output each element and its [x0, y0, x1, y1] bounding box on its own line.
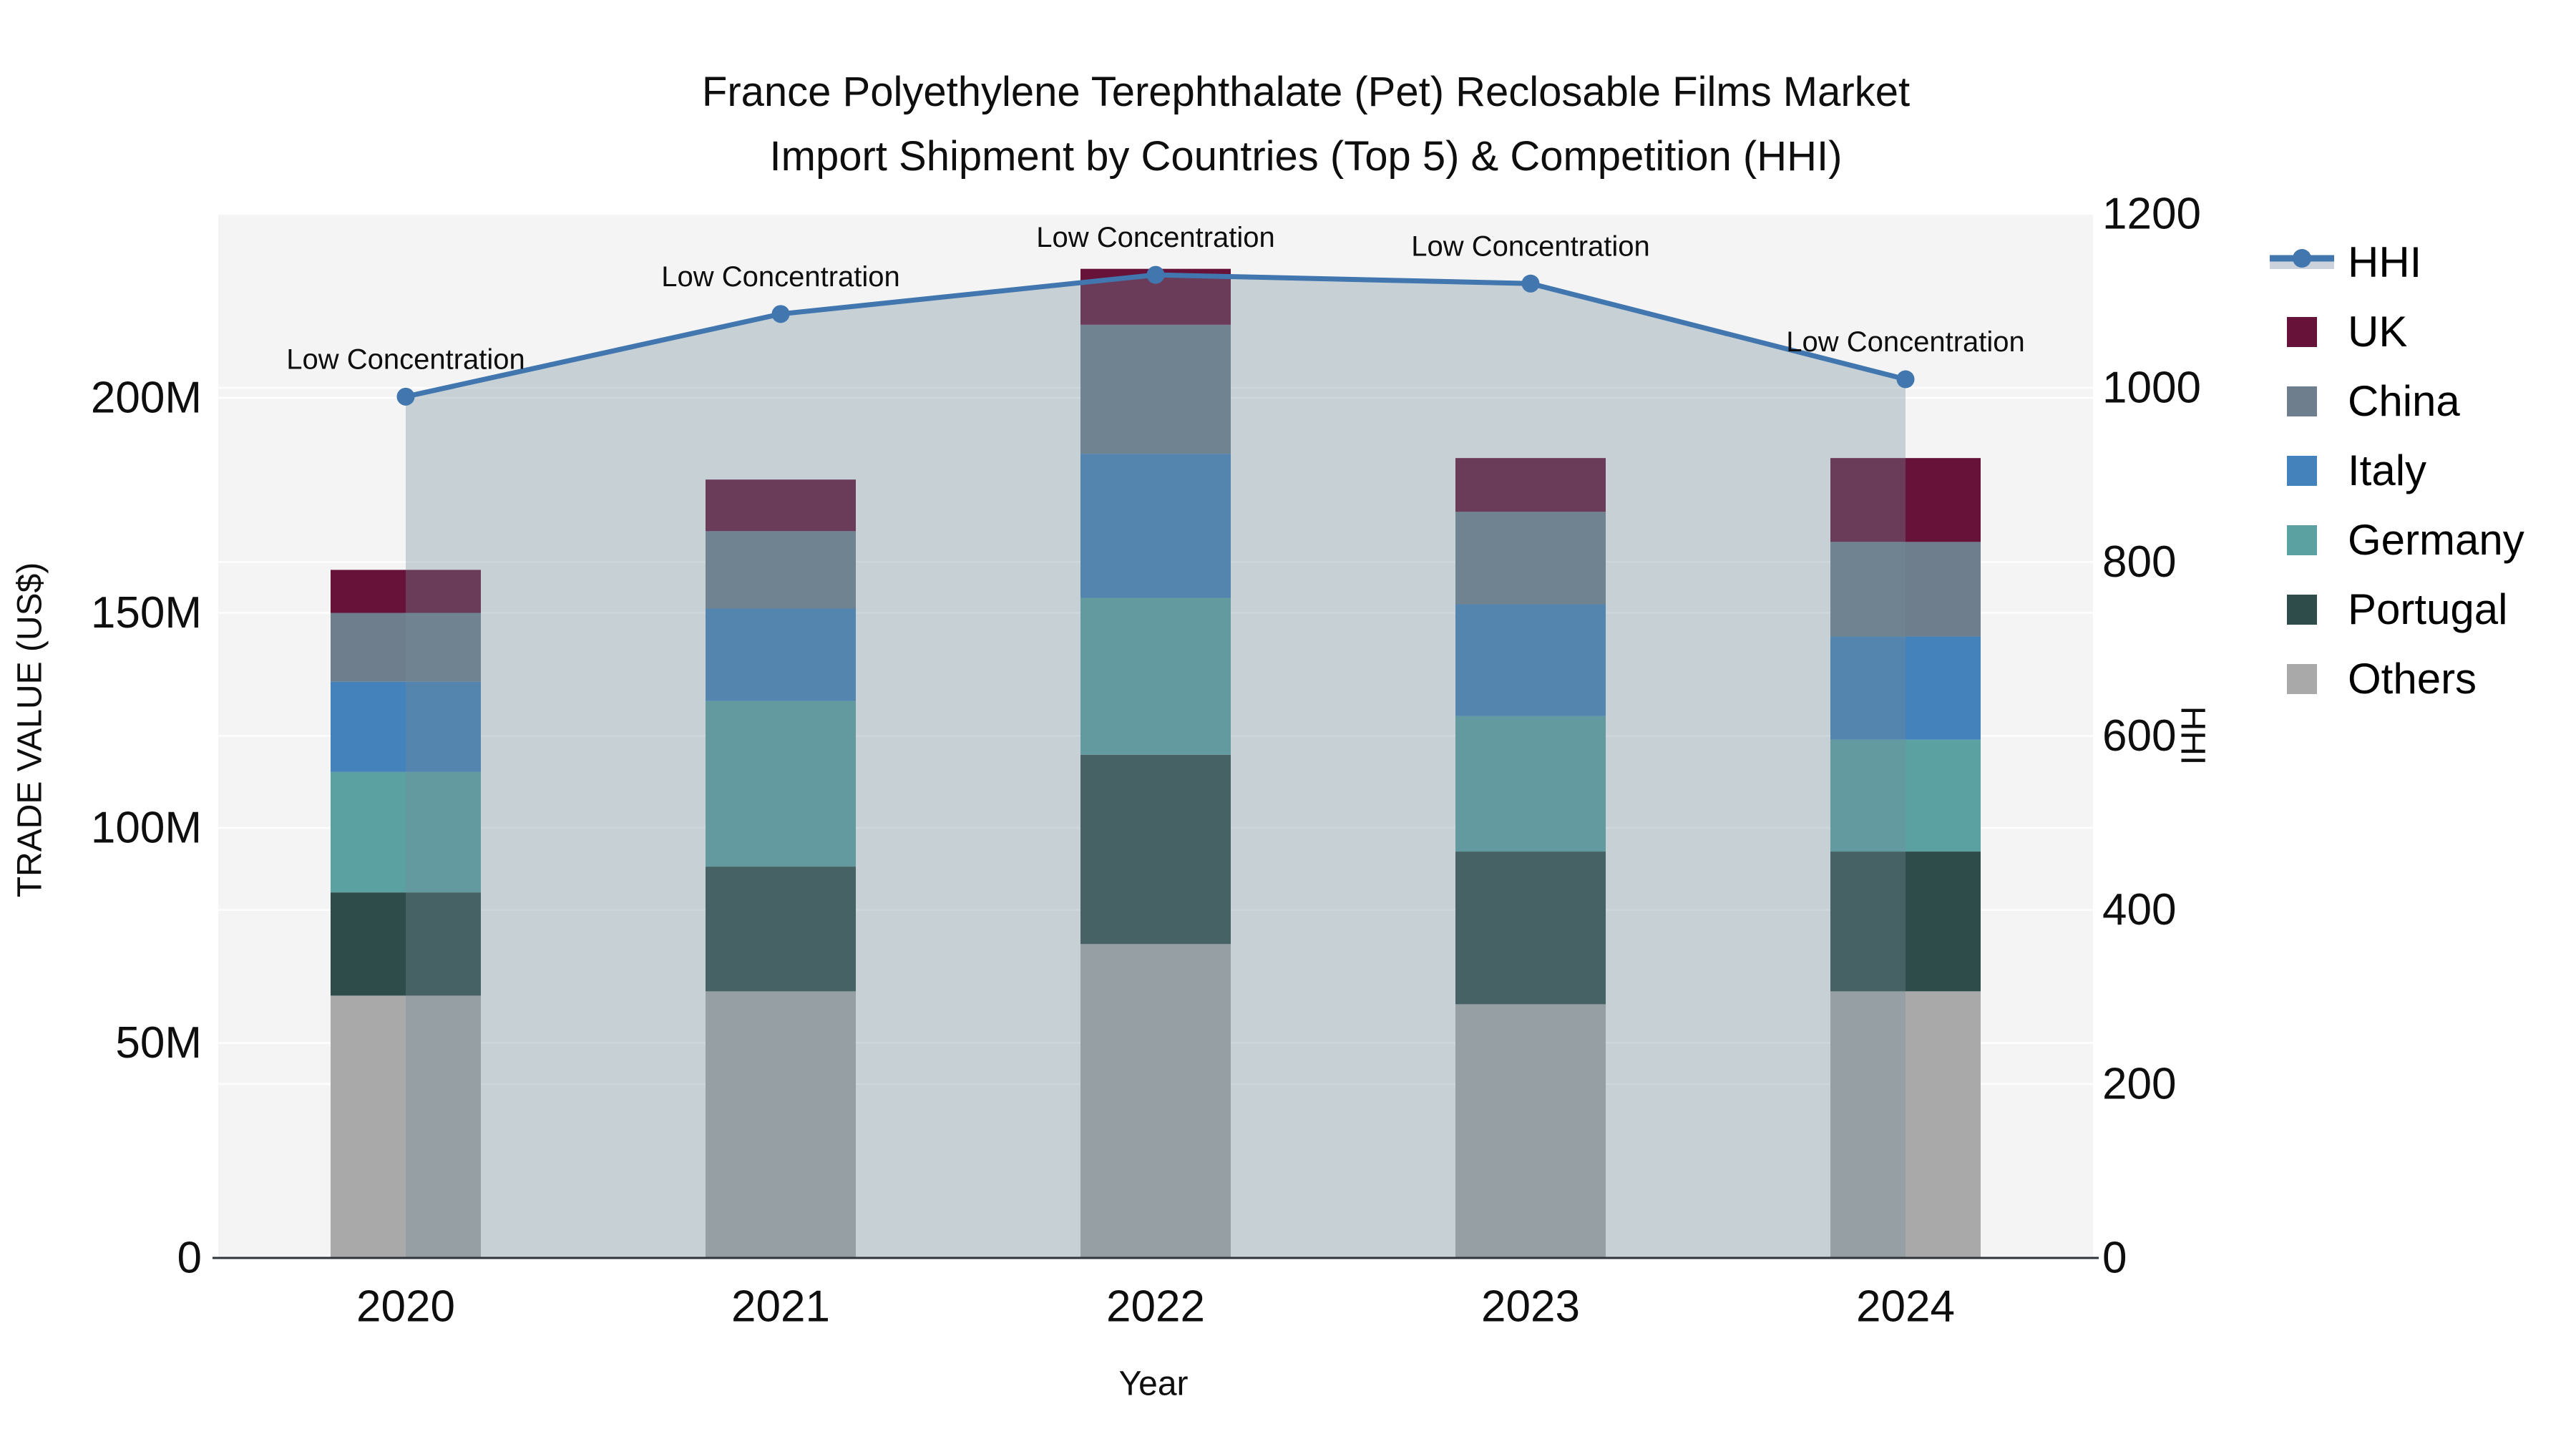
y-left-tick-200M: 200M — [91, 374, 202, 423]
bar-segment-others-2024[interactable] — [1830, 991, 1981, 1258]
hhi-marker-2020[interactable] — [396, 387, 415, 406]
bar-segment-italy-2021[interactable] — [706, 608, 856, 701]
x-axis-title: Year — [1118, 1365, 1189, 1403]
y-right-tick-400: 400 — [2102, 885, 2176, 935]
hhi-marker-2024[interactable] — [1896, 370, 1915, 389]
legend-swatch-uk — [2287, 316, 2317, 347]
legend-hhi-line-sample — [2270, 248, 2334, 269]
legend-swatch-germany — [2287, 525, 2317, 555]
bar-segment-germany-2021[interactable] — [706, 701, 856, 867]
bar-segment-others-2020[interactable] — [331, 995, 481, 1258]
chart-title: France Polyethylene Terephthalate (Pet) … — [0, 60, 2576, 189]
bar-segment-italy-2024[interactable] — [1830, 636, 1981, 740]
legend-label-uk: UK — [2348, 308, 2408, 356]
chart-title-line2: Import Shipment by Countries (Top 5) & C… — [769, 133, 1843, 180]
y-left-tick-50M: 50M — [115, 1018, 202, 1068]
legend-swatch-china — [2287, 386, 2317, 416]
bar-segment-china-2022[interactable] — [1080, 324, 1231, 454]
bar-segment-portugal-2024[interactable] — [1830, 852, 1981, 992]
bar-segment-portugal-2021[interactable] — [706, 867, 856, 992]
legend-label-others: Others — [2348, 655, 2477, 703]
x-tick-2021: 2021 — [731, 1282, 830, 1332]
annotation-low-concentration-2021: Low Concentration — [661, 261, 900, 293]
x-tick-2023: 2023 — [1481, 1282, 1580, 1332]
y-right-tick-600: 600 — [2102, 711, 2176, 761]
bar-segment-italy-2022[interactable] — [1080, 454, 1231, 598]
bar-segment-uk-2021[interactable] — [706, 479, 856, 532]
annotation-low-concentration-2022: Low Concentration — [1036, 222, 1275, 253]
bar-segment-others-2021[interactable] — [706, 991, 856, 1258]
legend-item-others[interactable]: Others — [2270, 644, 2524, 713]
legend-label-germany: Germany — [2348, 516, 2524, 564]
bar-segment-portugal-2022[interactable] — [1080, 754, 1231, 945]
hhi-marker-2021[interactable] — [771, 305, 790, 323]
annotation-low-concentration-2023: Low Concentration — [1411, 230, 1650, 262]
legend-item-hhi[interactable]: HHI — [2270, 228, 2524, 297]
bar-segment-germany-2020[interactable] — [331, 771, 481, 893]
x-tick-2020: 2020 — [356, 1282, 455, 1332]
bar-segment-germany-2023[interactable] — [1455, 716, 1606, 852]
bar-segment-others-2022[interactable] — [1080, 944, 1231, 1258]
bar-segment-portugal-2023[interactable] — [1455, 852, 1606, 1005]
bar-segment-germany-2022[interactable] — [1080, 597, 1231, 755]
legend-swatch-others — [2287, 663, 2317, 694]
bar-segment-uk-2023[interactable] — [1455, 458, 1606, 512]
legend-item-germany[interactable]: Germany — [2270, 505, 2524, 575]
x-tick-2022: 2022 — [1106, 1282, 1205, 1332]
legend-swatch-italy — [2287, 455, 2317, 486]
legend-label-hhi: HHI — [2348, 238, 2422, 286]
legend-item-china[interactable]: China — [2270, 366, 2524, 436]
bar-segment-china-2024[interactable] — [1830, 542, 1981, 637]
y-right-tick-0: 0 — [2102, 1234, 2127, 1283]
hhi-marker-2022[interactable] — [1146, 265, 1165, 284]
y-right-tick-1200: 1200 — [2102, 190, 2201, 239]
bar-segment-china-2021[interactable] — [706, 531, 856, 609]
y-left-tick-0: 0 — [177, 1234, 202, 1283]
x-tick-2024: 2024 — [1856, 1282, 1955, 1332]
legend-label-portugal: Portugal — [2348, 585, 2508, 633]
y-right-tick-200: 200 — [2102, 1059, 2176, 1108]
bar-segment-uk-2024[interactable] — [1830, 458, 1981, 542]
chart-title-line1: France Polyethylene Terephthalate (Pet) … — [701, 69, 1911, 115]
annotation-low-concentration-2024: Low Concentration — [1786, 326, 2025, 358]
hhi-marker-2023[interactable] — [1521, 274, 1540, 293]
bar-segment-italy-2023[interactable] — [1455, 604, 1606, 716]
bar-segment-portugal-2020[interactable] — [331, 892, 481, 996]
y-left-tick-100M: 100M — [91, 804, 202, 853]
bar-segment-italy-2020[interactable] — [331, 681, 481, 772]
legend-swatch-portugal — [2287, 594, 2317, 625]
legend-label-china: China — [2348, 377, 2460, 425]
y-right-tick-1000: 1000 — [2102, 364, 2201, 413]
hhi-area-fill — [406, 275, 1906, 1258]
y-right-tick-800: 800 — [2102, 537, 2176, 587]
legend-item-portugal[interactable]: Portugal — [2270, 575, 2524, 644]
legend: HHI UK China Italy Germany Portugal Others — [2270, 228, 2524, 713]
bar-segment-uk-2020[interactable] — [331, 570, 481, 613]
legend-item-uk[interactable]: UK — [2270, 297, 2524, 366]
y-left-tick-150M: 150M — [91, 588, 202, 638]
bar-segment-others-2023[interactable] — [1455, 1004, 1606, 1258]
bar-segment-germany-2024[interactable] — [1830, 739, 1981, 852]
bar-segment-china-2020[interactable] — [331, 613, 481, 682]
legend-label-italy: Italy — [2348, 447, 2427, 494]
legend-item-italy[interactable]: Italy — [2270, 436, 2524, 505]
bar-segment-china-2023[interactable] — [1455, 512, 1606, 605]
annotation-low-concentration-2020: Low Concentration — [286, 343, 525, 375]
